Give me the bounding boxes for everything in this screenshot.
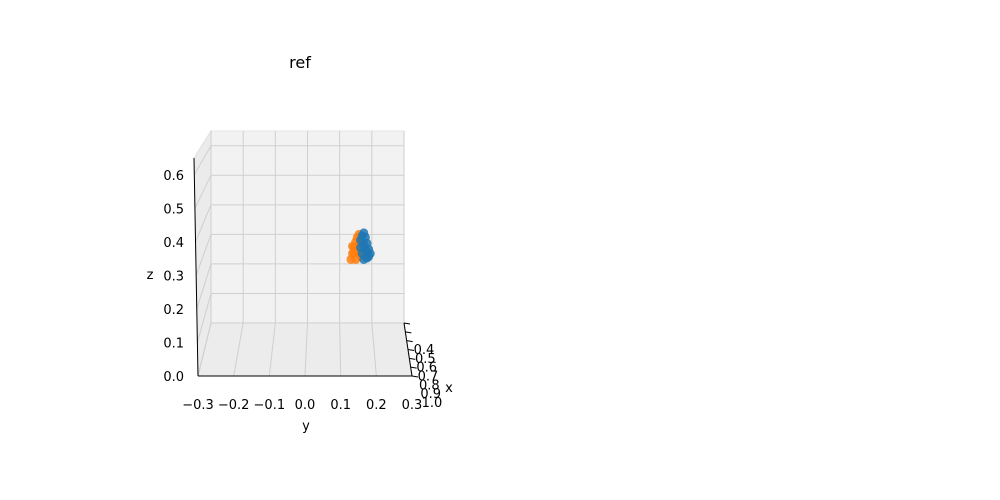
- x-tick-mark: [410, 366, 417, 369]
- z-axis-label: z: [147, 268, 154, 283]
- x-tick-label: 0.7: [418, 370, 439, 385]
- x-tick-mark: [407, 349, 415, 351]
- z-tick-label: 0.6: [163, 169, 184, 184]
- y-tick-label: −0.2: [218, 398, 250, 413]
- z-tick-label: 0.3: [163, 269, 184, 284]
- grid-line-side: [196, 293, 212, 343]
- scatter-point: [356, 243, 366, 253]
- x-tick-label: 1.0: [422, 396, 443, 411]
- x-tick-label: 0.8: [419, 378, 440, 393]
- scatter-point: [362, 247, 372, 257]
- scatter-points: [346, 228, 375, 264]
- grid-line-floor: [304, 322, 308, 377]
- grid-line-side: [195, 234, 212, 276]
- y-tick-label: 0.0: [295, 398, 316, 413]
- x-tick-mark: [403, 322, 411, 325]
- y-tick-label: −0.1: [254, 398, 286, 413]
- grid-line-floor: [339, 322, 342, 377]
- grid-line-floor: [233, 322, 244, 377]
- chart-title: ref: [289, 53, 311, 72]
- x-tick-label: 0.6: [416, 361, 437, 376]
- z-tick-label: 0.0: [163, 370, 184, 385]
- y-tick-label: 0.1: [330, 398, 351, 413]
- grid-line-side: [193, 145, 212, 176]
- grid-line-floor: [371, 322, 377, 377]
- grid-line-side: [197, 322, 212, 377]
- scatter-point: [348, 241, 358, 251]
- z-axis-line: [193, 157, 199, 377]
- z-tick-label: 0.1: [163, 336, 184, 351]
- y-axis-label: y: [302, 419, 310, 434]
- grid-line-side: [194, 175, 212, 209]
- z-tick-label: 0.5: [163, 202, 184, 217]
- y-tick-label: 0.3: [402, 398, 423, 413]
- grid-line-floor: [268, 322, 276, 377]
- y-tick-label: 0.2: [366, 398, 387, 413]
- y-tick-label: −0.3: [182, 398, 214, 413]
- z-tick-label: 0.4: [163, 236, 184, 251]
- x-tick-mark: [405, 331, 412, 334]
- x-tick-label: 0.5: [415, 352, 436, 367]
- grid-line-side: [196, 263, 212, 310]
- x-axis-label: x: [445, 381, 453, 396]
- x-tick-mark: [409, 357, 416, 360]
- x-tick-label: 0.9: [420, 387, 441, 402]
- tick-labels: −0.3 −0.2 −0.1 0.0 0.1 0.2 0.30.00.10.20.30.40…: [163, 169, 442, 413]
- z-tick-label: 0.2: [163, 303, 184, 318]
- grid-lines: [193, 131, 413, 377]
- grid-line-side: [195, 204, 212, 243]
- x-tick-mark: [406, 340, 413, 343]
- x-tick-mark: [411, 375, 419, 378]
- x-tick-label: 0.4: [414, 343, 435, 358]
